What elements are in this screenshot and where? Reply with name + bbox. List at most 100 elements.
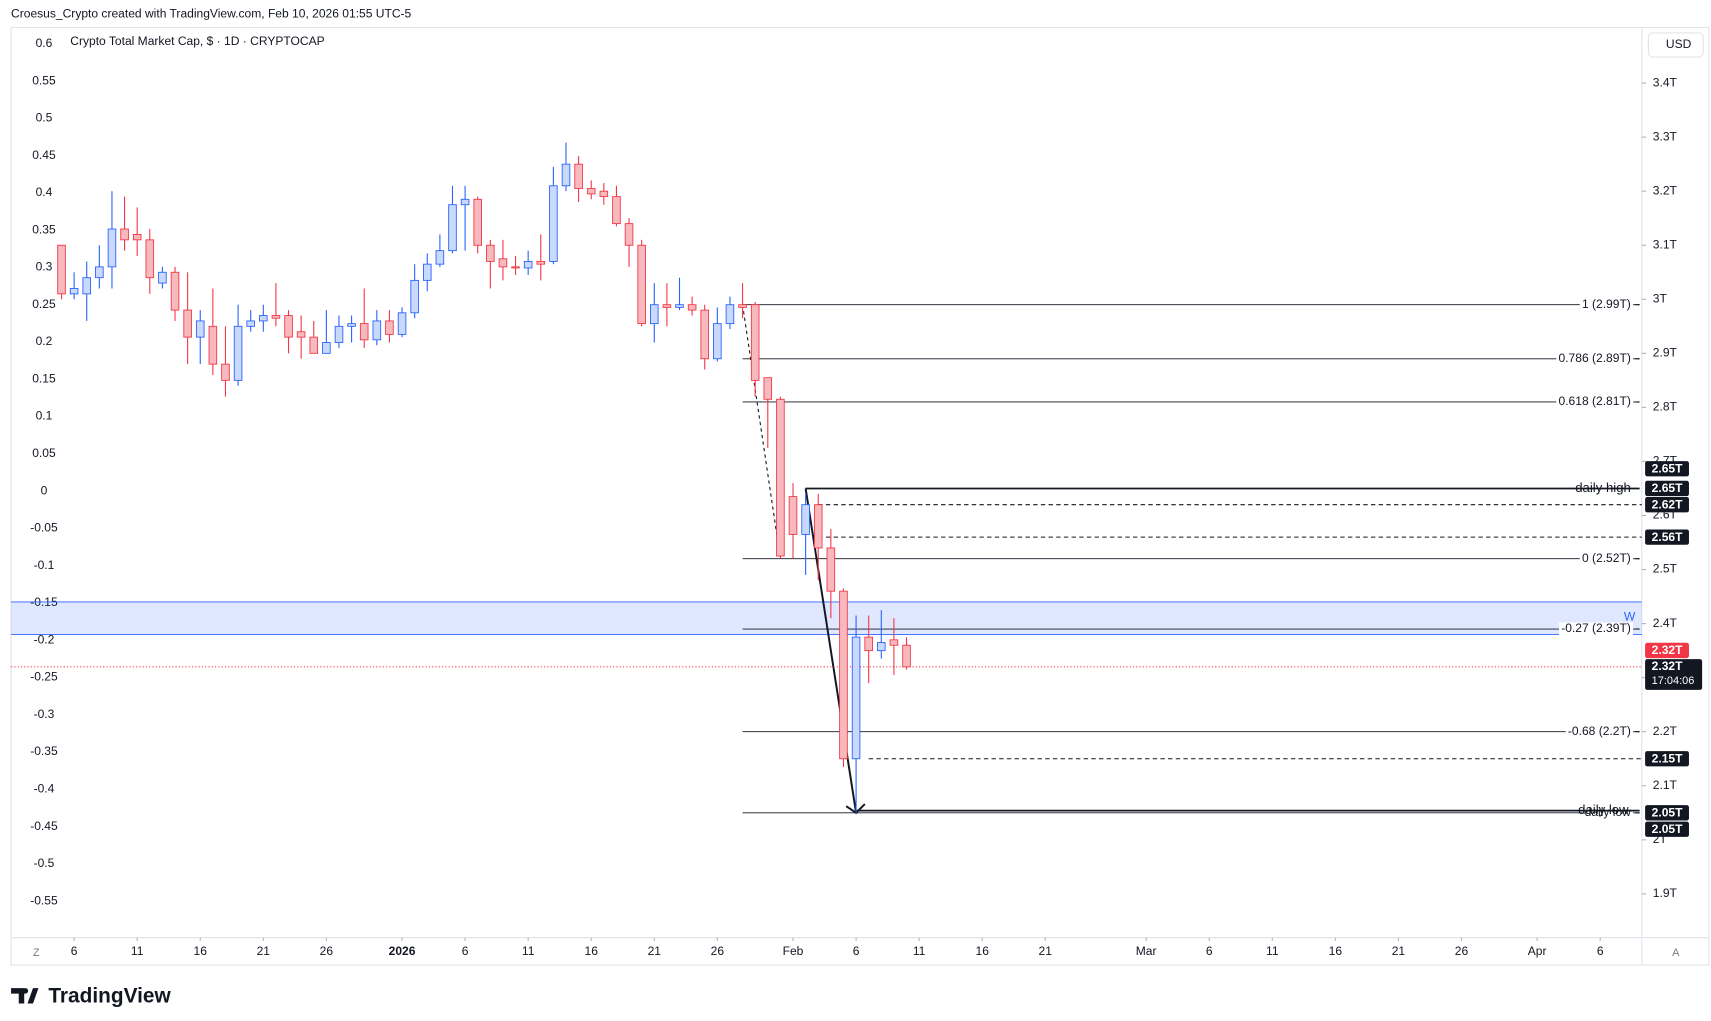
brand: TradingView [48, 984, 171, 1007]
candle-body [334, 325, 344, 343]
frame [10, 26, 1710, 966]
candle-body [246, 320, 255, 327]
candle-body [95, 266, 104, 279]
currency-button[interactable] [1647, 32, 1704, 58]
price-badge [1645, 805, 1689, 821]
price-badge-label: 2.65T [1652, 461, 1683, 475]
y2-tick-label: 0.3 [36, 260, 53, 274]
y-tick-label: 3.1T [1653, 237, 1678, 251]
y-tick-label: 3T [1653, 291, 1668, 305]
y2-tick-label: 0.2 [36, 334, 53, 348]
candle-body [801, 504, 810, 535]
candle-body [69, 288, 79, 295]
candle-body [486, 244, 495, 262]
candle-body [624, 223, 634, 246]
candle-body [107, 228, 117, 268]
y2-tick-label: -0.1 [34, 558, 55, 572]
x-tick-label: 6 [1206, 944, 1213, 958]
candle-body [284, 315, 293, 338]
candle-body [813, 504, 823, 549]
price-badge-label: 2.32T [1652, 643, 1683, 657]
fib-label-bg [1556, 395, 1634, 409]
price-badge-label: 2.05T [1652, 806, 1683, 820]
candle-body [347, 323, 356, 327]
y2-tick-label: 0.35 [32, 222, 56, 236]
x-tick-label: 26 [1455, 944, 1469, 958]
countdown: 17:04:06 [1652, 675, 1695, 687]
corner-button[interactable]: Z [33, 947, 40, 959]
daily-low-label: daily low [1578, 802, 1629, 817]
fib-label-bg [1579, 298, 1634, 312]
price-badge [1645, 497, 1689, 513]
fib-label-bg [1579, 552, 1634, 566]
price-badge-label: 2.65T [1652, 481, 1683, 495]
header: Croesus_Crypto created with TradingView.… [11, 6, 412, 20]
candle-body [586, 188, 596, 195]
fib-label: -0.27 (2.39T) [1561, 621, 1631, 635]
candle-body [750, 304, 760, 381]
x-tick-label: Mar [1136, 944, 1157, 958]
x-tick-label: 21 [1392, 944, 1406, 958]
price-badge [1645, 529, 1689, 545]
candle-body [448, 204, 457, 252]
x-tick-label: 21 [648, 944, 662, 958]
x-tick-label: 21 [257, 944, 271, 958]
y2-tick-label: 0.15 [32, 371, 56, 385]
y2-tick-label: -0.05 [30, 521, 58, 535]
x-tick-label: 6 [1597, 944, 1604, 958]
x-tick-label: 16 [194, 944, 208, 958]
candle-body [498, 258, 508, 268]
candle-body [397, 312, 407, 335]
y2-tick-label: -0.5 [34, 856, 55, 870]
candle-body [776, 398, 785, 557]
candle-body [902, 644, 911, 668]
price-badge-label: 2.56T [1652, 530, 1683, 544]
candle-body [309, 336, 319, 354]
fib-label: 0.786 (2.89T) [1559, 351, 1631, 365]
candle-body [82, 277, 92, 295]
candle-body [145, 239, 155, 279]
candle-body [599, 190, 609, 198]
y2-tick-label: 0.55 [32, 73, 56, 87]
candle-body [650, 304, 659, 325]
y-tick-label: 2.2T [1653, 724, 1678, 738]
x-tick-label: 26 [320, 944, 334, 958]
fib-label: 1 (2.99T) [1582, 297, 1631, 311]
y2-tick-label: -0.25 [30, 670, 58, 684]
y-tick-label: 2.9T [1653, 346, 1678, 360]
candle-body [511, 266, 520, 269]
candle-body [170, 271, 180, 311]
candle-body [839, 590, 848, 760]
y-tick-label: 2.5T [1653, 562, 1678, 576]
candle-body [864, 636, 873, 652]
x-tick-label: Feb [783, 944, 804, 958]
candle-body [195, 320, 205, 338]
fib-label-bg [1565, 725, 1634, 739]
y2-tick-label: 0.45 [32, 148, 56, 162]
brand-logo [11, 988, 39, 1004]
fib-label: daily low [1585, 805, 1631, 819]
candle-body [296, 331, 306, 338]
x-tick-label: 16 [975, 944, 989, 958]
candle-body [889, 639, 899, 646]
price-badge [1645, 821, 1689, 837]
candle-body [322, 342, 331, 354]
y2-tick-label: 0.5 [36, 111, 53, 125]
x-tick-label: 16 [1329, 944, 1343, 958]
candle-body [473, 198, 482, 246]
y2-tick-label: 0.1 [36, 409, 53, 423]
last-price-badge [1645, 659, 1703, 690]
candle-body [435, 250, 445, 265]
candle-body [662, 304, 672, 308]
candle-body [523, 261, 533, 269]
price-badge-label: 2.15T [1652, 751, 1683, 765]
y2-tick-label: 0.4 [36, 185, 53, 199]
y2-tick-label: 0.25 [32, 297, 56, 311]
x-tick-label: 2026 [389, 944, 416, 958]
candle-body [788, 496, 798, 535]
candle-body [385, 320, 394, 335]
candle-body [359, 323, 369, 341]
candle-body [183, 309, 192, 338]
corner-button[interactable]: A [1672, 947, 1680, 959]
y-tick-label: 1.9T [1653, 886, 1678, 900]
